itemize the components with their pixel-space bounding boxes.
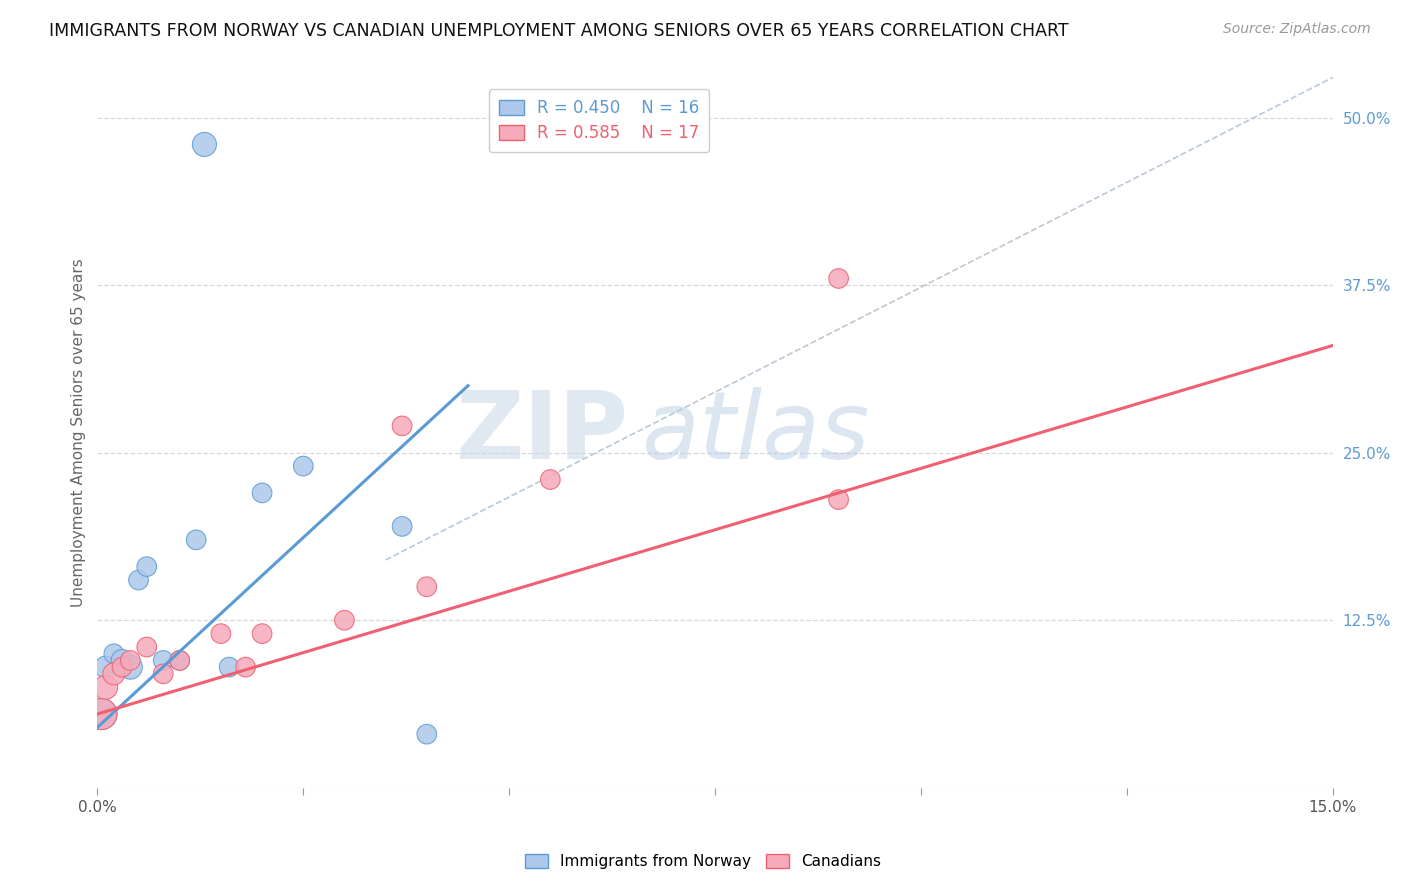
Point [193,137,215,152]
Text: atlas: atlas [641,387,869,478]
Point [209,626,232,640]
Point [111,660,134,674]
Point [250,626,273,640]
Point [827,271,849,285]
Point [128,573,150,587]
Legend: R = 0.450    N = 16, R = 0.585    N = 17: R = 0.450 N = 16, R = 0.585 N = 17 [489,89,709,152]
Point [333,613,356,627]
Point [391,418,413,433]
Point [111,653,134,667]
Point [218,660,240,674]
Point [292,459,315,474]
Point [169,653,191,667]
Point [169,653,191,667]
Text: ZIP: ZIP [456,386,628,479]
Point [135,640,157,654]
Text: Source: ZipAtlas.com: Source: ZipAtlas.com [1223,22,1371,37]
Point [103,647,125,661]
Point [94,660,117,674]
Point [120,653,142,667]
Point [120,660,142,674]
Point [235,660,257,674]
Point [391,519,413,533]
Legend: Immigrants from Norway, Canadians: Immigrants from Norway, Canadians [519,848,887,875]
Y-axis label: Unemployment Among Seniors over 65 years: Unemployment Among Seniors over 65 years [72,258,86,607]
Point [90,706,112,721]
Point [152,666,174,681]
Text: IMMIGRANTS FROM NORWAY VS CANADIAN UNEMPLOYMENT AMONG SENIORS OVER 65 YEARS CORR: IMMIGRANTS FROM NORWAY VS CANADIAN UNEMP… [49,22,1069,40]
Point [416,580,439,594]
Point [152,653,174,667]
Point [250,486,273,500]
Point [827,492,849,507]
Point [103,666,125,681]
Point [135,559,157,574]
Point [416,727,439,741]
Point [90,706,112,721]
Point [538,473,561,487]
Point [94,680,117,694]
Point [186,533,208,547]
